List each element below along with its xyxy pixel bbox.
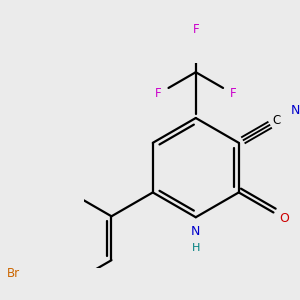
Text: F: F bbox=[193, 23, 199, 36]
Text: C: C bbox=[273, 114, 281, 128]
Text: O: O bbox=[279, 212, 289, 225]
Text: N: N bbox=[191, 225, 200, 238]
Text: Br: Br bbox=[7, 267, 20, 280]
Text: F: F bbox=[230, 87, 236, 100]
Text: F: F bbox=[155, 87, 162, 100]
Text: H: H bbox=[192, 243, 200, 253]
Text: N: N bbox=[290, 104, 300, 117]
